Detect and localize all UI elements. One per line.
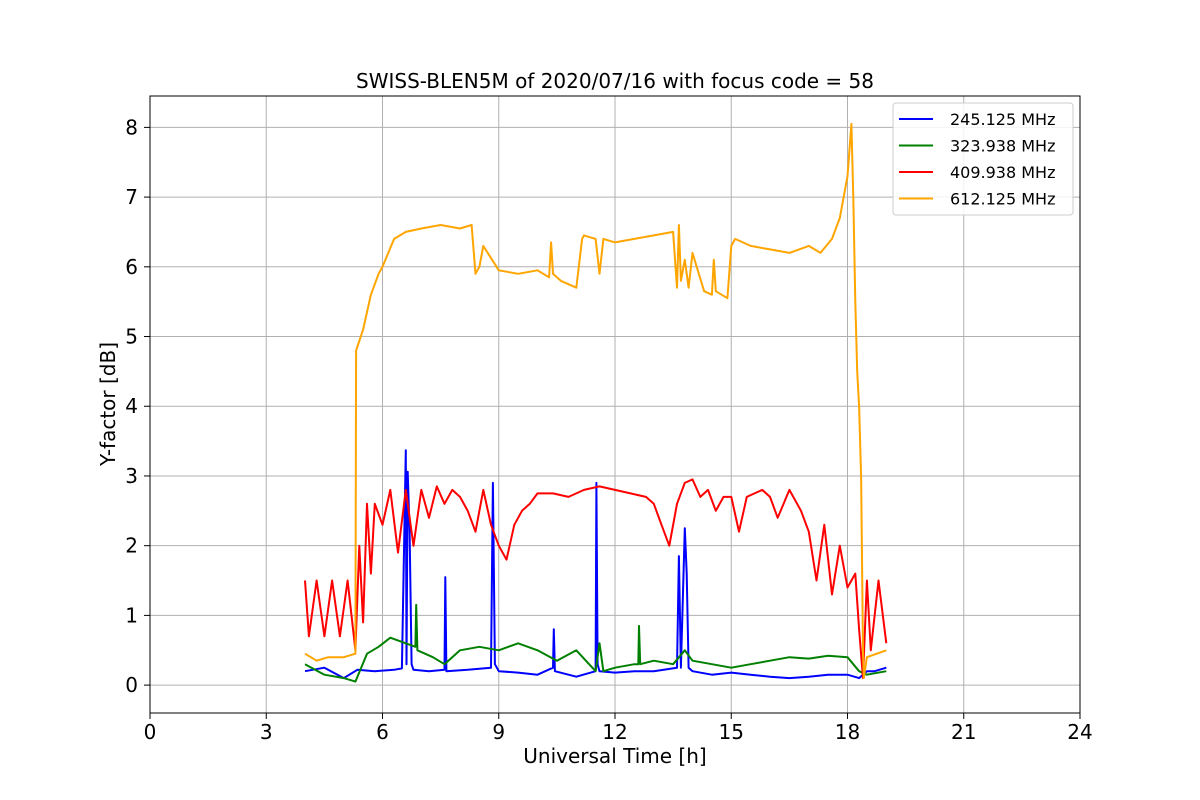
x-tick-label: 9: [492, 720, 505, 744]
chart-title: SWISS-BLEN5M of 2020/07/16 with focus co…: [356, 69, 874, 93]
legend-box: [892, 102, 1074, 216]
y-axis-label: Y-factor [dB]: [96, 342, 120, 467]
x-axis-ticks: 0 3 6 9 12 15 18 21 24: [144, 713, 1093, 744]
legend-label-2: 323.938 MHz: [950, 137, 1055, 156]
y-tick-label: 5: [125, 325, 138, 349]
y-tick-label: 1: [125, 603, 138, 627]
y-tick-label: 7: [125, 185, 138, 209]
y-tick-label: 6: [125, 255, 138, 279]
x-tick-label: 0: [144, 720, 157, 744]
x-tick-label: 15: [719, 720, 744, 744]
legend-label-3: 409.938 MHz: [950, 163, 1055, 182]
x-axis-label: Universal Time [h]: [523, 744, 706, 768]
x-tick-label: 3: [260, 720, 273, 744]
y-tick-label: 0: [125, 673, 138, 697]
y-tick-label: 8: [125, 115, 138, 139]
legend: 245.125 MHz 323.938 MHz 409.938 MHz 612.125…: [892, 102, 1074, 216]
x-tick-label: 6: [376, 720, 389, 744]
series-line-4: [304, 122, 887, 680]
x-tick-label: 21: [951, 720, 976, 744]
y-tick-label: 4: [125, 394, 138, 418]
legend-label-1: 245.125 MHz: [950, 110, 1055, 129]
y-axis-ticks: 0 1 2 3 4 5 6 7 8: [125, 115, 150, 697]
series-lines: [304, 122, 888, 683]
legend-label-4: 612.125 MHz: [950, 190, 1055, 209]
x-tick-label: 12: [602, 720, 627, 744]
y-tick-label: 2: [125, 534, 138, 558]
x-tick-label: 24: [1067, 720, 1092, 744]
series-line-3: [304, 478, 888, 680]
y-tick-label: 3: [125, 464, 138, 488]
series-line-2: [304, 603, 887, 683]
x-tick-label: 18: [835, 720, 860, 744]
